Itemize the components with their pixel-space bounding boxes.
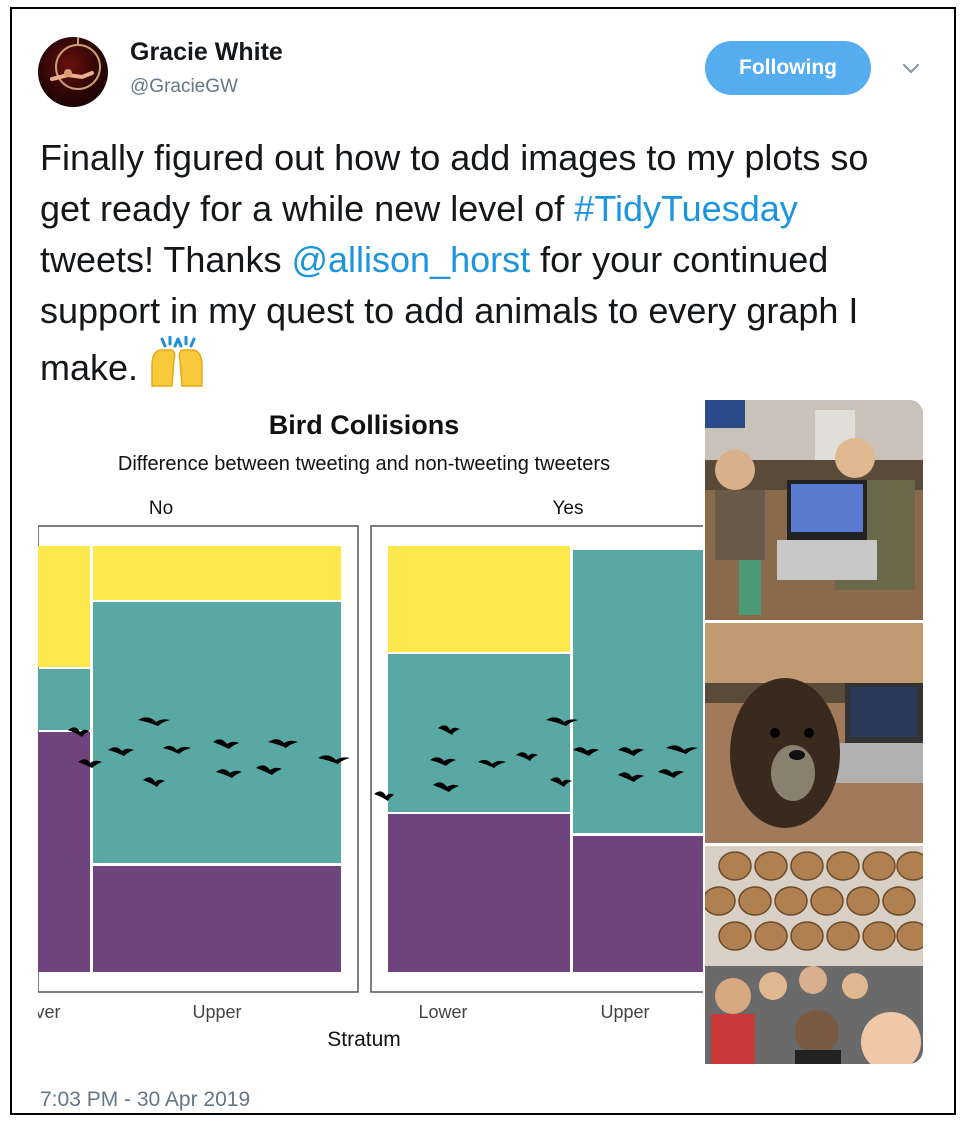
media-grid[interactable]: Bird Collisions Difference between tweet… <box>38 400 923 1064</box>
mosaic-cell <box>38 669 90 730</box>
x-tick-label: Upper <box>192 1002 241 1022</box>
dog-with-laptop-photo[interactable] <box>705 623 923 843</box>
mosaic-cell <box>573 550 703 833</box>
author-name[interactable]: Gracie White <box>130 38 283 67</box>
mosaic-cell <box>573 836 703 972</box>
raising-hands-emoji <box>148 336 206 388</box>
chart-title: Bird Collisions <box>269 410 460 440</box>
x-tick-label: ver <box>38 1002 61 1022</box>
tweet-timestamp[interactable]: 7:03 PM - 30 Apr 2019 <box>40 1088 250 1112</box>
mosaic-cell <box>93 866 341 972</box>
x-tick-label: Lower <box>418 1002 467 1022</box>
mosaic-cell <box>388 654 570 812</box>
hashtag-link[interactable]: #TidyTuesday <box>574 188 797 229</box>
x-tick-label: Upper <box>600 1002 649 1022</box>
following-button[interactable]: Following <box>705 41 871 95</box>
mosaic-cell <box>38 546 90 667</box>
chart-subtitle: Difference between tweeting and non-twee… <box>118 453 610 475</box>
bird-collisions-chart[interactable]: Bird Collisions Difference between tweet… <box>38 400 703 1064</box>
tweet-text-segment: tweets! Thanks <box>40 239 291 280</box>
facet-label-no: No <box>149 498 173 519</box>
chevron-down-icon[interactable] <box>898 58 924 80</box>
x-axis-label: Stratum <box>327 1028 401 1051</box>
tweet-text: Finally figured out how to add images to… <box>40 132 920 393</box>
mention-link[interactable]: @allison_horst <box>291 239 530 280</box>
mosaic-cell <box>388 814 570 972</box>
group-selfie-barrels-photo[interactable] <box>705 846 923 1064</box>
people-with-laptop-photo[interactable] <box>705 400 923 620</box>
author-handle[interactable]: @GracieGW <box>130 76 238 98</box>
photo-image <box>705 400 923 620</box>
facet-label-yes: Yes <box>553 498 584 519</box>
mosaic-cell <box>38 732 90 972</box>
mosaic-cell <box>388 546 570 652</box>
mosaic-cell <box>93 602 341 863</box>
photo-image <box>705 846 923 1064</box>
photo-image <box>705 623 923 843</box>
aerialist-avatar-icon <box>38 37 108 107</box>
mosaic-cell <box>93 546 341 600</box>
author-avatar[interactable] <box>38 37 108 107</box>
